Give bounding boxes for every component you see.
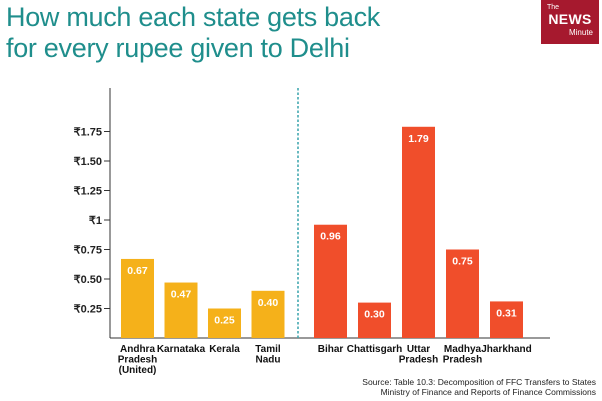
bar bbox=[402, 126, 435, 338]
bar-value-label: 0.31 bbox=[496, 307, 517, 319]
x-category-label: Kerala bbox=[209, 344, 240, 355]
bar-value-label: 0.75 bbox=[452, 256, 473, 268]
x-category-label: Tamil bbox=[255, 344, 281, 355]
bar bbox=[121, 258, 154, 338]
y-tick-label: ₹1.50 bbox=[74, 156, 102, 168]
bar-value-label: 1.79 bbox=[408, 133, 429, 145]
x-category-label: Madhya bbox=[444, 344, 482, 355]
x-category-label: (United) bbox=[119, 365, 157, 376]
source-note: Source: Table 10.3: Decomposition of FFC… bbox=[362, 377, 596, 397]
chart-title-line-1: How much each state gets back bbox=[6, 2, 380, 32]
bar bbox=[251, 290, 285, 338]
x-category-label: Pradesh bbox=[118, 355, 157, 366]
bar-value-label: 0.40 bbox=[258, 297, 279, 309]
bar bbox=[208, 308, 241, 338]
y-tick-label: ₹0.75 bbox=[74, 245, 102, 257]
x-category-label: Nadu bbox=[256, 355, 281, 366]
y-tick-label: ₹0.25 bbox=[74, 304, 102, 316]
x-category-label: Andhra bbox=[120, 344, 155, 355]
bar bbox=[314, 224, 347, 338]
logo-minute-text: Minute bbox=[568, 28, 593, 37]
source-line-1: Source: Table 10.3: Decomposition of FFC… bbox=[362, 377, 596, 387]
x-category-label: Bihar bbox=[318, 344, 344, 355]
x-category-label: Karnataka bbox=[157, 344, 206, 355]
chart-title-line-2: for every rupee given to Delhi bbox=[6, 33, 350, 63]
y-tick-label: ₹1 bbox=[89, 215, 102, 227]
y-tick-label: ₹0.50 bbox=[74, 274, 102, 286]
x-category-label: Jharkhand bbox=[481, 344, 532, 355]
x-category-label: Chattisgarh bbox=[347, 344, 403, 355]
bar-value-label: 0.25 bbox=[214, 315, 235, 327]
bar bbox=[164, 282, 198, 338]
y-tick-label: ₹1.25 bbox=[74, 186, 102, 198]
bar-value-label: 0.30 bbox=[364, 309, 385, 321]
logo-news-text: NEWS bbox=[548, 11, 592, 27]
bar bbox=[446, 249, 479, 338]
x-category-label: Uttar bbox=[407, 344, 430, 355]
chart-title: How much each state gets back for every … bbox=[6, 2, 526, 64]
news-minute-logo: The NEWS Minute bbox=[541, 0, 599, 44]
bar-value-label: 0.47 bbox=[171, 289, 192, 301]
source-line-2: Ministry of Finance and Reports of Finan… bbox=[380, 387, 596, 397]
bar-value-label: 0.67 bbox=[127, 265, 148, 277]
logo-the-text: The bbox=[547, 4, 560, 11]
bar-value-label: 0.96 bbox=[320, 231, 341, 243]
bar bbox=[358, 302, 391, 338]
x-category-label: Pradesh bbox=[399, 355, 438, 366]
y-tick-label: ₹1.75 bbox=[74, 127, 102, 139]
bar bbox=[490, 301, 523, 338]
x-category-label: Pradesh bbox=[443, 355, 482, 366]
